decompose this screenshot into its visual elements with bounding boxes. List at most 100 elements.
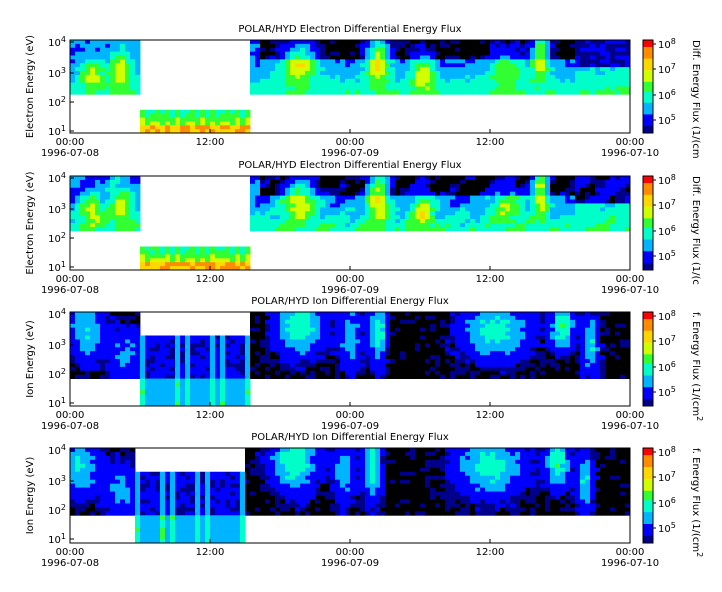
heatmap-cell	[570, 191, 576, 196]
heatmap-cell	[90, 339, 96, 344]
heatmap-cell	[585, 187, 591, 193]
heatmap-cell	[240, 347, 246, 352]
heatmap-cell	[625, 319, 631, 325]
heatmap-cell	[300, 179, 306, 185]
heatmap-cell	[475, 355, 481, 360]
heatmap-cell	[505, 351, 511, 356]
heatmap-cell	[130, 86, 136, 91]
heatmap-cell	[505, 315, 511, 321]
heatmap-cell	[535, 315, 541, 321]
heatmap-cell	[70, 179, 76, 185]
heatmap-cell	[555, 319, 561, 325]
heatmap-cell	[425, 327, 431, 332]
heatmap-cell	[95, 90, 101, 95]
heatmap-cell	[385, 374, 391, 379]
heatmap-cell	[400, 343, 406, 348]
heatmap-cell	[115, 211, 121, 216]
heatmap-cell	[265, 86, 271, 91]
heatmap-cell	[390, 312, 396, 317]
heatmap-cell	[190, 343, 196, 348]
heatmap-cell	[265, 323, 271, 329]
heatmap-cell	[455, 78, 461, 84]
heatmap-cell	[320, 195, 326, 200]
heatmap-cell	[330, 40, 336, 45]
heatmap-cell	[135, 43, 141, 49]
heatmap-cell	[100, 211, 106, 216]
heatmap-cell	[110, 183, 116, 189]
heatmap-cell	[550, 319, 556, 325]
heatmap-cell	[350, 203, 356, 208]
heatmap-cell	[235, 113, 241, 118]
heatmap-cell	[495, 215, 501, 220]
heatmap-cell	[595, 179, 601, 185]
heatmap-cell	[80, 323, 86, 329]
heatmap-cell	[455, 195, 461, 200]
heatmap-cell	[255, 335, 261, 340]
heatmap-cell	[315, 343, 321, 348]
heatmap-cell	[170, 359, 176, 364]
heatmap-cell	[505, 219, 511, 224]
heatmap-cell	[350, 183, 356, 189]
heatmap-cell	[515, 207, 521, 212]
heatmap-cell	[320, 51, 326, 56]
heatmap-cell	[280, 223, 286, 228]
heatmap-cell	[370, 331, 376, 336]
heatmap-cell	[310, 40, 316, 45]
heatmap-cell	[270, 374, 276, 379]
heatmap-cell	[105, 191, 111, 196]
heatmap-cell	[240, 402, 246, 407]
heatmap-cell	[170, 366, 176, 372]
heatmap-cell	[135, 47, 141, 53]
heatmap-cell	[400, 191, 406, 196]
heatmap-cell	[320, 63, 326, 68]
heatmap-cell	[155, 121, 161, 126]
heatmap-cell	[560, 63, 566, 68]
heatmap-cell	[615, 347, 621, 352]
heatmap-cell	[380, 335, 386, 340]
heatmap-cell	[70, 463, 76, 469]
heatmap-cell	[290, 219, 296, 224]
heatmap-cell	[415, 211, 421, 216]
heatmap-cell	[535, 199, 541, 204]
heatmap-cell	[555, 366, 561, 372]
heatmap-cell	[430, 179, 436, 185]
heatmap-cell	[595, 374, 601, 379]
heatmap-cell	[190, 262, 196, 267]
heatmap-cell	[200, 262, 206, 267]
heatmap-cell	[580, 211, 586, 216]
heatmap-cell	[245, 262, 251, 267]
heatmap-cell	[315, 319, 321, 325]
heatmap-cell	[610, 203, 616, 208]
heatmap-cell	[290, 319, 296, 325]
heatmap-cell	[560, 312, 566, 317]
heatmap-cell	[305, 362, 311, 368]
heatmap-cell	[105, 343, 111, 348]
colorbar-segment	[643, 316, 653, 320]
heatmap-cell	[85, 40, 91, 45]
heatmap-cell	[555, 347, 561, 352]
heatmap-cell	[375, 347, 381, 352]
heatmap-cell	[410, 51, 416, 56]
heatmap-cell	[330, 312, 336, 317]
heatmap-cell	[610, 312, 616, 317]
heatmap-cell	[135, 63, 141, 68]
heatmap-cell	[355, 331, 361, 336]
heatmap-cell	[505, 40, 511, 45]
heatmap-cell	[330, 319, 336, 325]
heatmap-cell	[550, 347, 556, 352]
heatmap-cell	[580, 319, 586, 325]
heatmap-cell	[485, 183, 491, 189]
heatmap-cell	[105, 195, 111, 200]
heatmap-cell	[395, 199, 401, 204]
heatmap-cell	[305, 343, 311, 348]
heatmap-cell	[250, 312, 256, 317]
colorbar-segment	[643, 84, 653, 87]
heatmap-cell	[490, 191, 496, 196]
heatmap-cell	[510, 51, 516, 56]
heatmap-cell	[315, 366, 321, 372]
heatmap-cell	[325, 366, 331, 372]
heatmap-cell	[245, 382, 251, 387]
heatmap-cell	[590, 351, 596, 356]
heatmap-cell	[275, 327, 281, 332]
